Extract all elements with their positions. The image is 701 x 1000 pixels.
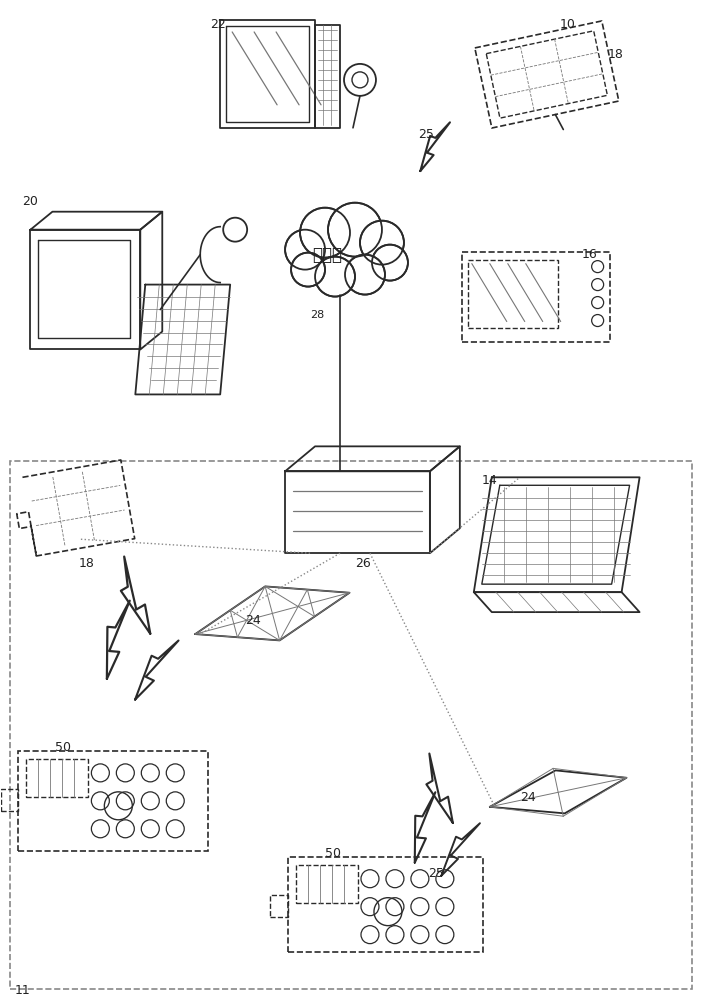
Text: 22: 22 xyxy=(210,18,226,31)
Text: 24: 24 xyxy=(245,614,261,627)
Circle shape xyxy=(300,208,350,258)
Text: 26: 26 xyxy=(355,557,371,570)
Circle shape xyxy=(345,255,385,295)
Text: 14: 14 xyxy=(482,474,498,487)
Text: 16: 16 xyxy=(582,248,597,261)
Text: 11: 11 xyxy=(15,984,30,997)
Bar xyxy=(18,751,208,851)
Text: 50: 50 xyxy=(55,741,72,754)
Bar xyxy=(296,865,358,903)
Text: 互联网: 互联网 xyxy=(312,246,342,264)
Text: 24: 24 xyxy=(519,791,536,804)
Circle shape xyxy=(328,203,382,257)
Circle shape xyxy=(360,221,404,265)
Text: 28: 28 xyxy=(310,310,325,320)
Bar xyxy=(288,857,483,952)
Text: 20: 20 xyxy=(22,195,39,208)
Text: 25: 25 xyxy=(418,128,434,141)
Circle shape xyxy=(291,253,325,287)
Bar xyxy=(27,759,88,797)
Bar xyxy=(270,895,288,917)
Text: 10: 10 xyxy=(559,18,576,31)
Text: 18: 18 xyxy=(608,48,623,61)
Bar xyxy=(468,260,558,328)
Text: 18: 18 xyxy=(79,557,94,570)
Circle shape xyxy=(315,257,355,297)
Text: 50: 50 xyxy=(325,847,341,860)
Bar xyxy=(1,789,18,811)
Circle shape xyxy=(285,230,325,270)
Circle shape xyxy=(372,245,408,281)
Text: 25: 25 xyxy=(428,867,444,880)
Bar xyxy=(462,252,610,342)
Bar xyxy=(11,461,691,989)
